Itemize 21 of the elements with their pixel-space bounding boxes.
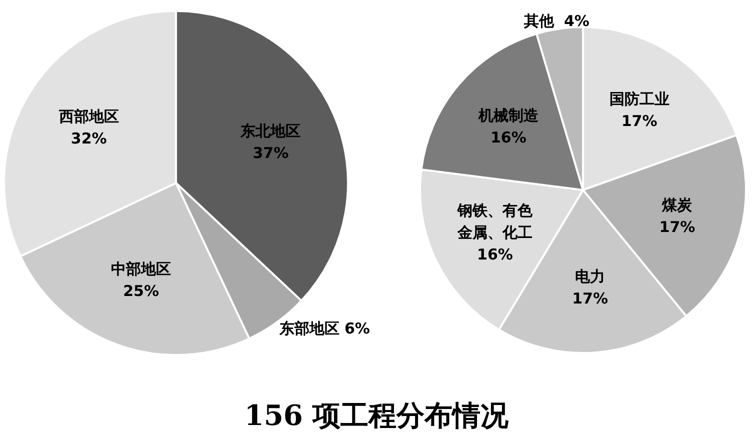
data-label: 32%	[70, 130, 107, 148]
data-label: 4%	[564, 12, 590, 30]
slice-label: 西部地区	[58, 108, 119, 126]
slice-label: 机械制造	[477, 106, 540, 125]
data-label: 37%	[252, 144, 289, 162]
data-label: 17%	[659, 218, 696, 236]
data-label: 17%	[621, 112, 658, 130]
slice-label: 煤炭	[661, 196, 694, 214]
data-label: 16%	[477, 246, 513, 264]
text: 156 项工程分布情况	[244, 399, 510, 432]
slice-label: 东北地区	[240, 122, 301, 140]
data-label: 25%	[123, 282, 159, 300]
slice-label: 钢铁、有色金属、化工	[456, 202, 534, 242]
slice-label: 国防工业	[609, 90, 670, 108]
data-label: 16%	[490, 128, 526, 147]
data-label: 17%	[572, 290, 608, 308]
slice-label: 电力	[575, 268, 606, 286]
slice-label: 东部地区	[278, 320, 340, 338]
data-label: 6%	[344, 320, 370, 338]
slice-label: 中部地区	[111, 260, 172, 278]
slice-label: 其他	[522, 12, 555, 30]
